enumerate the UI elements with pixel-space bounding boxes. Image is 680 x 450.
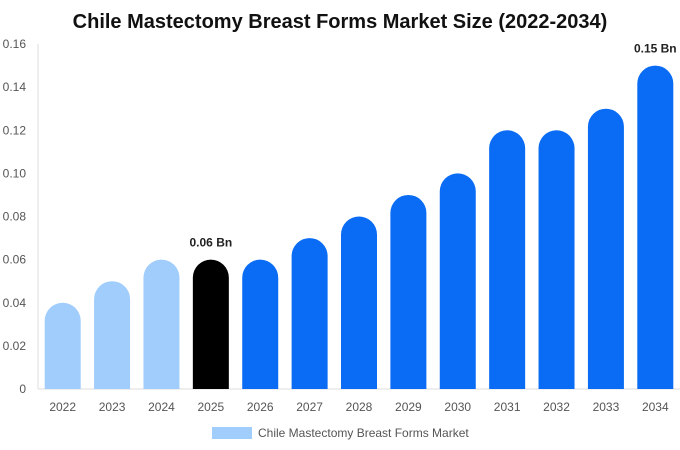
x-tick-label: 2023: [99, 400, 126, 414]
x-tick-label: 2032: [543, 400, 570, 414]
x-tick-label: 2028: [346, 400, 373, 414]
bars: [44, 65, 674, 390]
x-tick-label: 2026: [247, 400, 274, 414]
x-tick-label: 2033: [593, 400, 620, 414]
y-tick-label: 0: [19, 382, 26, 396]
x-tick-label: 2024: [148, 400, 175, 414]
y-tick-label: 0.12: [3, 123, 27, 137]
bar-2024: [143, 259, 180, 389]
x-tick-label: 2027: [296, 400, 323, 414]
data-labels: 0.06 Bn 0.15 Bn: [190, 42, 677, 250]
data-label-2034: 0.15 Bn: [634, 42, 677, 56]
y-tick-label: 0.14: [3, 80, 27, 94]
bar-2028: [341, 216, 377, 389]
y-tick-label: 0.06: [3, 253, 27, 267]
bar-2027: [291, 238, 328, 389]
x-axis: 2022 2023 2024 2025 2026 2027 2028 2029 2030 2031…: [38, 388, 680, 414]
y-tick-label: 0.08: [3, 210, 27, 224]
x-tick-label: 2022: [49, 400, 76, 414]
x-tick-label: 2029: [395, 400, 422, 414]
bar-2031: [489, 130, 526, 389]
y-tick-label: 0.02: [3, 339, 27, 353]
bar-2034: [637, 65, 674, 389]
bar-2029: [390, 194, 427, 389]
x-tick-label: 2031: [494, 400, 521, 414]
chart-title: Chile Mastectomy Breast Forms Market Siz…: [73, 11, 608, 33]
legend: Chile Mastectomy Breast Forms Market: [212, 426, 469, 440]
x-tick-label: 2030: [444, 400, 471, 414]
bar-2030: [439, 173, 476, 389]
x-tick-label: 2034: [642, 400, 669, 414]
bar-2023: [94, 281, 131, 389]
legend-label: Chile Mastectomy Breast Forms Market: [258, 426, 469, 440]
bar-2025: [192, 259, 229, 389]
x-tick-label: 2025: [197, 400, 224, 414]
data-label-2025: 0.06 Bn: [190, 236, 233, 250]
bar-2033: [587, 108, 624, 389]
y-tick-label: 0.04: [3, 296, 27, 310]
y-axis: 0 0.02 0.04 0.06 0.08 0.10 0.12 0.14 0.16: [3, 37, 39, 396]
y-tick-label: 0.10: [3, 166, 27, 180]
bar-2022: [44, 302, 81, 389]
bar-2026: [242, 259, 279, 389]
y-tick-label: 0.16: [3, 37, 27, 51]
legend-swatch: [212, 427, 252, 439]
bar-2032: [538, 130, 575, 390]
